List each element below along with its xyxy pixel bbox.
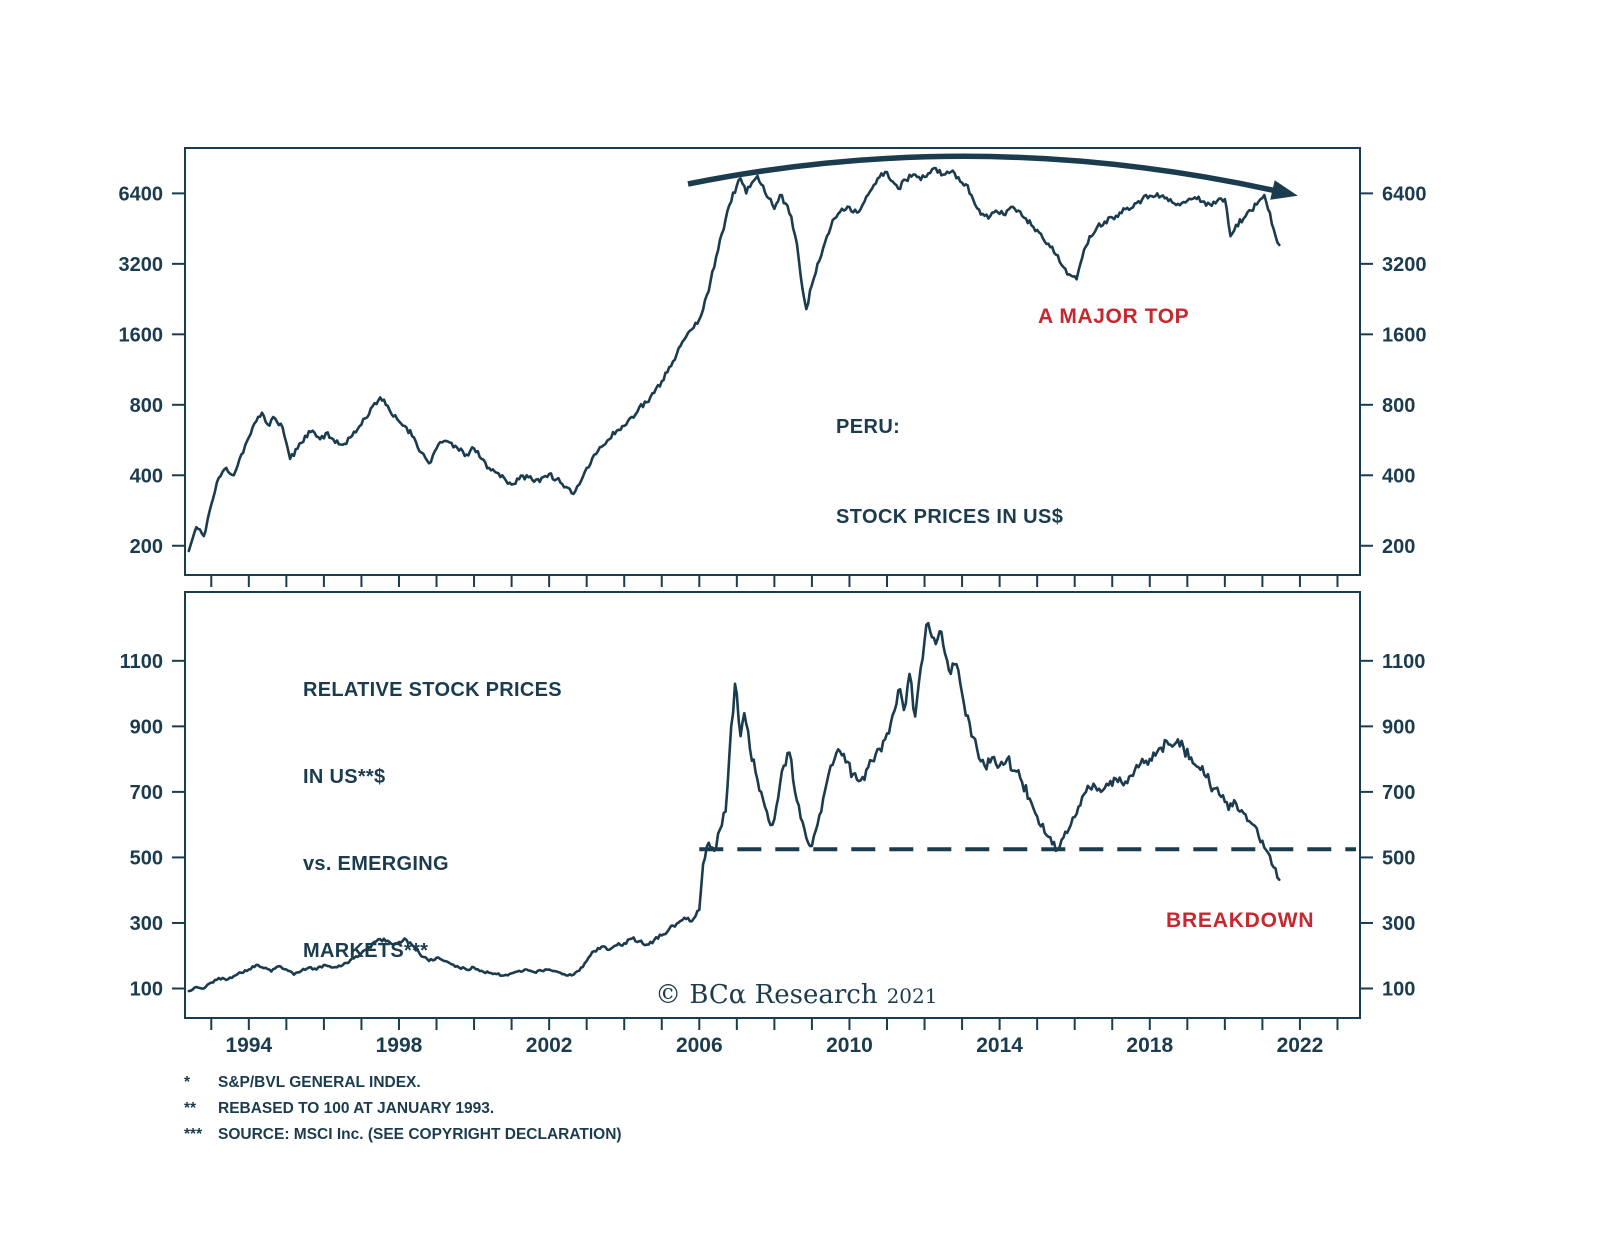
footnote-marker: *	[184, 1074, 191, 1091]
label-line: MARKETS***	[303, 940, 429, 962]
x-tick-label: 2022	[1277, 1034, 1324, 1057]
footnote: *** SOURCE: MSCI Inc. (SEE COPYRIGHT DEC…	[184, 1122, 622, 1148]
y-tick-label: 700	[130, 782, 163, 804]
x-axis-labels: 1994 1998 2002 2006 2010 2014 2018 2022	[225, 1034, 1323, 1057]
label-line: RELATIVE STOCK PRICES	[303, 679, 562, 701]
footnote-text: SOURCE: MSCI Inc. (SEE COPYRIGHT DECLARA…	[218, 1126, 622, 1143]
label-line: IN US**$	[303, 766, 386, 788]
top-panel-series-label: PERU: STOCK PRICES IN US$	[836, 352, 1063, 592]
footnote-text: REBASED TO 100 AT JANUARY 1993.	[218, 1100, 495, 1117]
y-tick-label: 200	[130, 536, 163, 558]
panel-frame	[184, 591, 1361, 1019]
watermark-text: © BCα Research	[655, 980, 878, 1010]
y-tick-label: 6400	[1382, 183, 1427, 205]
y-tick-label: 200	[1382, 536, 1415, 558]
top-panel: 200 200 400 400 800 800 1600 1600 3200 3200 6400 64…	[119, 147, 1427, 587]
y-tick-label: 400	[1382, 465, 1415, 487]
y-tick-label: 6400	[119, 183, 164, 205]
y-tick-label: 1100	[120, 651, 163, 673]
breakdown-annotation: BREAKDOWN	[1166, 909, 1315, 932]
y-tick-label: 1600	[1382, 324, 1427, 346]
y-tick-label: 100	[1382, 979, 1415, 1001]
x-tick-label: 1998	[376, 1034, 423, 1057]
y-tick-label: 400	[130, 465, 163, 487]
y-tick-label: 700	[1382, 782, 1415, 804]
x-tick-label: 2014	[976, 1034, 1023, 1057]
footnote-text: S&P/BVL GENERAL INDEX.	[218, 1074, 421, 1091]
price-series-line	[187, 621, 1281, 993]
y-tick-label: 800	[130, 395, 163, 417]
y-tick-label: 3200	[119, 254, 164, 276]
y-tick-label: 100	[130, 979, 163, 1001]
y-tick-label: 500	[1382, 847, 1415, 869]
y-tick-label: 900	[130, 716, 163, 738]
label-line: vs. EMERGING	[303, 853, 449, 875]
watermark-year: 2021	[886, 984, 938, 1008]
y-tick-label: 300	[130, 913, 163, 935]
bca-research-watermark: © BCα Research 2021	[622, 950, 937, 1040]
footnotes: * S&P/BVL GENERAL INDEX. ** REBASED TO 1…	[184, 1070, 622, 1148]
bottom-panel-series-label: RELATIVE STOCK PRICES IN US**$ vs. EMERG…	[303, 618, 562, 1024]
y-tick-label: 3200	[1382, 254, 1427, 276]
y-tick-label: 800	[1382, 395, 1415, 417]
footnote: * S&P/BVL GENERAL INDEX.	[184, 1070, 622, 1096]
x-tick-label: 1994	[225, 1034, 272, 1057]
panel-frame	[184, 147, 1361, 576]
label-line: PERU:	[836, 416, 901, 438]
y-tick-label: 900	[1382, 716, 1415, 738]
major-top-annotation: A MAJOR TOP	[1038, 305, 1190, 328]
footnote-marker: ***	[184, 1126, 203, 1143]
x-tick-label: 2010	[826, 1034, 873, 1057]
major-top-arrow-icon	[687, 153, 1298, 200]
price-series-line	[187, 166, 1281, 553]
footnote: ** REBASED TO 100 AT JANUARY 1993.	[184, 1096, 622, 1122]
x-tick-label: 2002	[526, 1034, 573, 1057]
y-tick-label: 1100	[1382, 651, 1425, 673]
y-tick-label: 300	[1382, 913, 1415, 935]
x-tick-label: 2018	[1126, 1034, 1173, 1057]
x-tick-label: 2006	[676, 1034, 723, 1057]
y-tick-label: 1600	[119, 324, 164, 346]
y-tick-label: 500	[130, 847, 163, 869]
label-line: STOCK PRICES IN US$	[836, 506, 1064, 528]
bottom-panel: 100 100 300 300 500 500 700 700 900 900 1100 1100	[120, 591, 1425, 1030]
footnote-marker: **	[184, 1100, 197, 1117]
